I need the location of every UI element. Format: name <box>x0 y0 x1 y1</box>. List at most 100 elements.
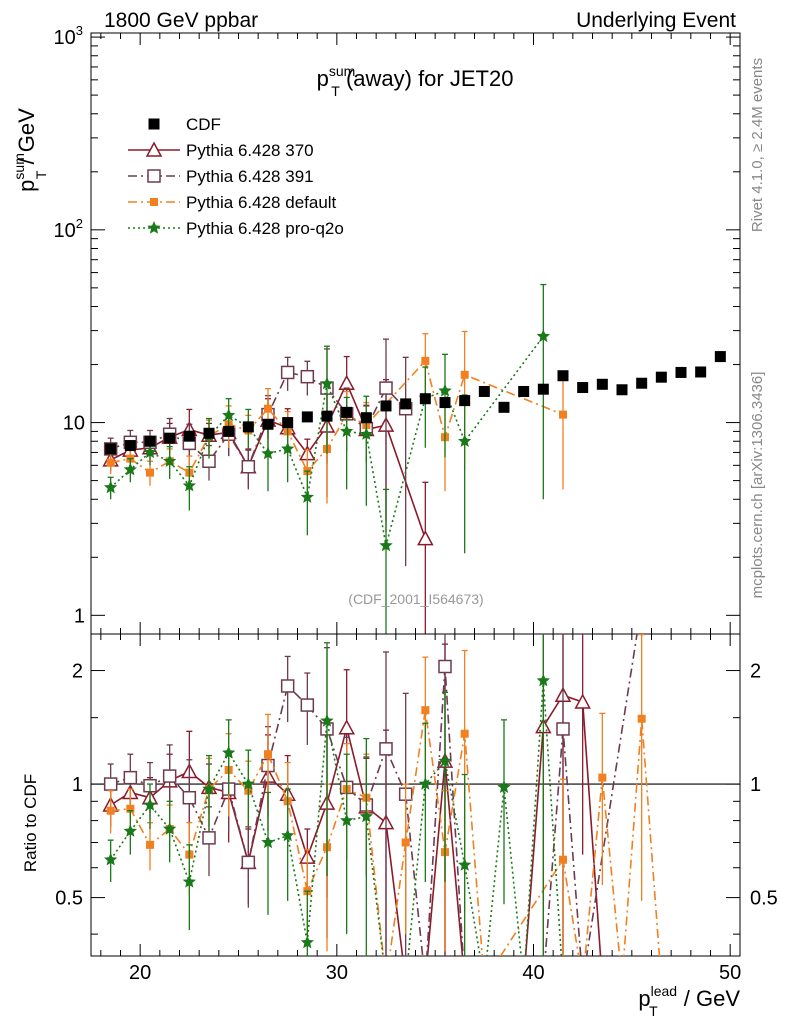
ratio-point-p391 <box>103 777 118 791</box>
rivet-label: Rivet 4.1.0, ≥ 2.4M events <box>749 58 766 232</box>
mcplots-label: mcplots.cern.ch [arXiv:1306.3436] <box>749 372 766 599</box>
point-cdf <box>400 398 412 410</box>
point-p391 <box>241 459 256 474</box>
point-pdefault <box>559 410 567 419</box>
point-cdf <box>439 397 451 409</box>
ratio-y-tick-label: 0.5 <box>55 888 83 910</box>
main-series-clip <box>102 283 726 634</box>
point-cdf <box>183 430 195 442</box>
legend-item-p370: Pythia 6.428 370 <box>128 141 314 160</box>
point-pdefault <box>146 468 154 477</box>
point-cdf <box>596 378 608 390</box>
point-cdf <box>459 395 471 407</box>
ratio-point-p391 <box>202 831 216 845</box>
ratio-point-pq2o <box>202 782 216 795</box>
point-pdefault <box>460 370 469 379</box>
ratio-point-pdefault <box>421 706 430 715</box>
point-cdf <box>124 440 136 452</box>
legend-marker-cdf <box>148 118 160 130</box>
point-pdefault <box>421 356 430 365</box>
ratio-point-p391 <box>438 659 452 674</box>
ratio-point-pdefault <box>106 806 115 815</box>
legend-marker-pdefault <box>150 198 158 206</box>
legend-label-pq2o: Pythia 6.428 pro-q2o <box>186 219 344 238</box>
legend-marker-p370 <box>145 141 163 157</box>
ratio-point-p370 <box>338 719 355 735</box>
ratio-point-pq2o <box>163 822 177 835</box>
series-cdf <box>105 351 726 455</box>
point-cdf <box>695 366 707 378</box>
ratio-point-p391 <box>280 679 295 693</box>
point-pq2o <box>340 424 354 438</box>
point-cdf <box>655 371 667 383</box>
point-pq2o <box>222 408 236 421</box>
point-p391 <box>280 365 295 380</box>
ratio-point-pq2o <box>123 824 137 837</box>
ratio-point-pq2o <box>438 754 452 767</box>
ratio-point-pdefault <box>637 714 646 723</box>
point-cdf <box>675 366 687 378</box>
main-x-axis <box>100 33 731 634</box>
ratio-point-pq2o <box>418 777 432 790</box>
ratio-point-p391 <box>556 722 570 736</box>
point-pq2o <box>182 478 196 492</box>
point-pq2o <box>104 480 118 494</box>
legend: CDF Pythia 6.428 370 Pythia 6.428 391 Pythi… <box>128 115 344 238</box>
point-pdefault <box>264 404 272 413</box>
legend-item-cdf: CDF <box>148 115 221 134</box>
ratio-point-pq2o <box>261 835 275 849</box>
point-cdf <box>105 443 117 455</box>
ratio-point-pq2o <box>359 809 373 823</box>
point-cdf <box>478 385 490 397</box>
point-cdf <box>164 432 176 444</box>
point-cdf <box>557 370 569 382</box>
ratio-point-pq2o <box>497 780 511 793</box>
ratio-point-pq2o <box>458 858 472 871</box>
ratio-series-clip <box>102 634 661 956</box>
main-y-tick-label: 102 <box>54 216 83 242</box>
ratio-point-p391 <box>162 769 177 783</box>
legend-label-pdefault: Pythia 6.428 default <box>186 193 337 212</box>
ratio-point-p370 <box>574 693 591 709</box>
ratio-point-pq2o <box>143 798 157 811</box>
main-y-tick-label: 103 <box>54 23 83 49</box>
point-p370 <box>338 374 355 390</box>
ratio-point-pq2o <box>300 935 314 949</box>
ratio-point-pq2o <box>222 745 236 759</box>
ratio-point-p391 <box>300 698 315 712</box>
point-pq2o <box>300 490 314 503</box>
point-p370 <box>417 530 434 546</box>
main-series-layer <box>102 283 726 634</box>
ratio-point-pdefault <box>559 855 567 864</box>
ratio-y-tick-label-right: 0.5 <box>750 888 778 910</box>
main-plot-panel: 1 10 102 103 psum T (away) for JET20 psum T /… <box>11 23 741 635</box>
watermark: (CDF_2001_I564673) <box>348 591 483 607</box>
ratio-point-p391 <box>379 742 393 756</box>
ratio-point-pdefault <box>598 773 607 782</box>
header-right: Underlying Event <box>576 9 736 32</box>
ratio-y-tick-label: 1 <box>72 774 83 796</box>
ratio-series-pq2o <box>104 634 563 956</box>
ratio-point-pq2o <box>320 714 334 727</box>
ratio-point-pq2o <box>104 852 118 866</box>
ratio-plot-panel: 0.5 0.5 1 1 2 2 20 30 40 50 Ratio to CDF plead T … <box>21 633 778 1019</box>
ratio-x-axis: 20 30 40 50 <box>91 634 741 984</box>
ratio-point-pq2o <box>340 813 354 827</box>
point-cdf <box>419 393 431 405</box>
legend-label-cdf: CDF <box>186 115 221 134</box>
point-cdf <box>223 425 235 437</box>
point-p391 <box>300 369 315 384</box>
ratio-series-layer <box>102 634 661 956</box>
ratio-line-p391 <box>110 634 638 956</box>
point-pq2o <box>123 462 137 476</box>
point-cdf <box>262 418 274 430</box>
ratio-x-tick-label: 30 <box>326 962 348 984</box>
point-cdf <box>341 406 353 418</box>
main-title: psum T (away) for JET20 <box>317 63 514 99</box>
legend-label-p370: Pythia 6.428 370 <box>186 141 314 160</box>
main-y-axis: 1 10 102 103 <box>54 23 740 627</box>
point-pq2o <box>379 538 393 552</box>
ratio-point-pdefault <box>146 840 154 849</box>
point-cdf <box>714 351 726 363</box>
